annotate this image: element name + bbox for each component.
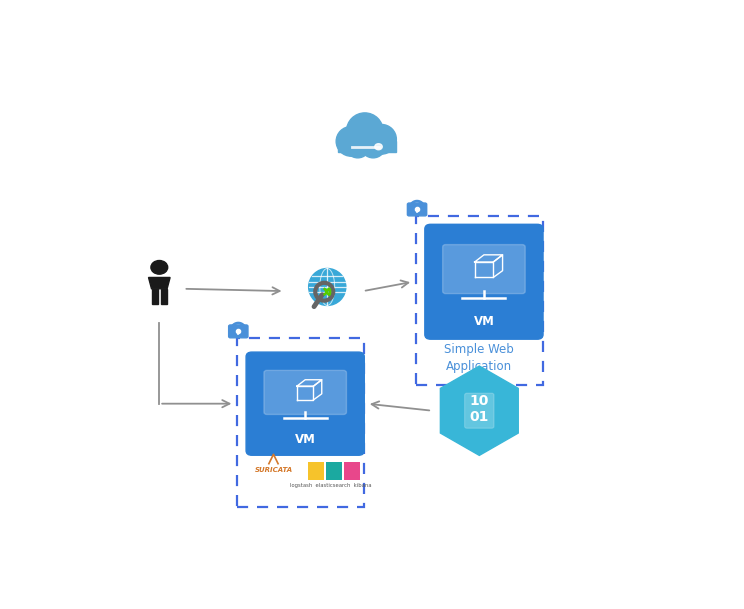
Circle shape [375,144,382,150]
Text: logstash  elasticsearch  kibana: logstash elasticsearch kibana [290,484,372,488]
FancyBboxPatch shape [408,203,427,216]
Text: 10
01: 10 01 [469,394,489,424]
Bar [237,338,364,507]
Bar [344,462,360,480]
FancyBboxPatch shape [465,393,494,428]
FancyBboxPatch shape [425,224,543,339]
Ellipse shape [347,113,383,149]
FancyBboxPatch shape [264,370,347,415]
Bar [308,462,324,480]
Text: VM: VM [295,433,315,446]
Ellipse shape [336,127,366,156]
Polygon shape [152,289,158,304]
Bar [326,462,342,480]
Circle shape [151,261,167,274]
Text: VM: VM [473,315,494,328]
FancyBboxPatch shape [228,325,248,338]
Ellipse shape [361,133,385,158]
Polygon shape [440,366,519,456]
Text: SURICATA: SURICATA [254,467,292,473]
Polygon shape [161,289,167,304]
FancyBboxPatch shape [246,352,365,456]
Text: Simple Web
Application: Simple Web Application [444,343,514,373]
Bar [416,216,543,385]
FancyBboxPatch shape [443,245,525,294]
Ellipse shape [309,269,346,306]
Ellipse shape [345,133,371,158]
Bar [338,141,396,152]
Ellipse shape [367,124,397,154]
Polygon shape [149,278,170,289]
